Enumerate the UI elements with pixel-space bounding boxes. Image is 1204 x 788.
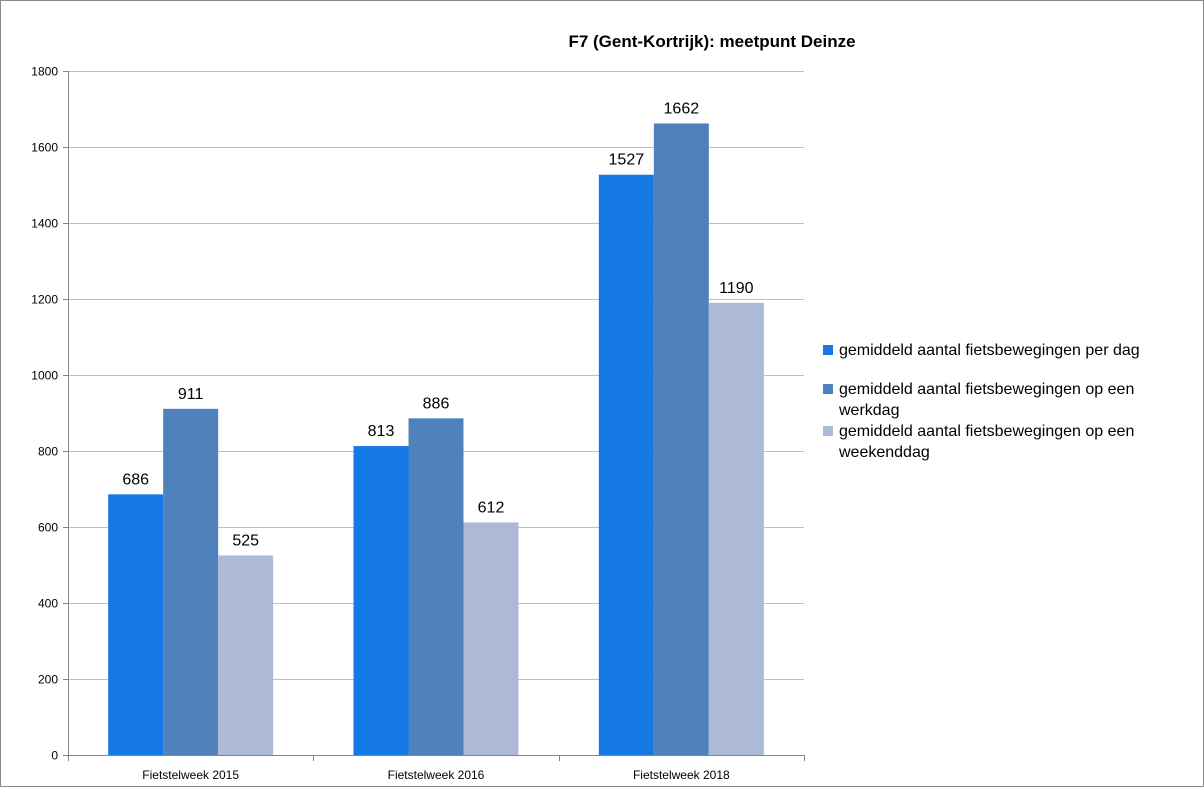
x-tick-label: Fietstelweek 2016 [388, 768, 485, 782]
data-label: 1662 [664, 100, 700, 117]
bar [653, 123, 709, 755]
chart-title: F7 (Gent-Kortrijk): meetpunt Deinze [568, 32, 855, 51]
y-tick-label: 1200 [31, 293, 58, 307]
y-tick-label: 0 [51, 749, 58, 763]
y-tick-label: 1400 [31, 217, 58, 231]
data-label: 813 [368, 423, 395, 440]
bar [353, 446, 409, 755]
data-labels: 686 911 525 813 886 612 1527 1662 1190 [122, 100, 753, 549]
legend-item-per-dag: gemiddeld aantal fietsbewegingen per dag [823, 340, 1193, 361]
x-tick-label: Fietstelweek 2018 [633, 768, 730, 782]
bar [218, 555, 274, 755]
bar [598, 174, 654, 756]
data-label: 612 [478, 499, 505, 516]
y-tick-label: 1600 [31, 141, 58, 155]
y-tick-label: 600 [38, 521, 58, 535]
bars [108, 123, 764, 756]
data-label: 911 [178, 386, 204, 403]
axes: 0 200 400 600 800 1000 1200 1400 1600 1800 Fietste… [31, 65, 805, 782]
data-label: 1190 [719, 280, 754, 297]
legend-swatch-per-dag [823, 345, 833, 355]
data-label: 1527 [609, 152, 645, 169]
bar [408, 418, 464, 755]
y-tick-label: 200 [38, 673, 58, 687]
legend-swatch-weekenddag [823, 426, 833, 436]
legend-label-weekenddag: gemiddeld aantal fietsbewegingen op een … [839, 423, 1135, 461]
data-label: 525 [232, 533, 259, 550]
y-tick-label: 1000 [31, 369, 58, 383]
y-tick-label: 400 [38, 597, 58, 611]
legend-swatch-werkdag [823, 384, 833, 394]
bar [163, 408, 219, 755]
data-label: 686 [122, 471, 149, 488]
bar [463, 522, 519, 755]
bar [708, 302, 764, 755]
y-tick-label: 800 [38, 445, 58, 459]
y-tick-label: 1800 [31, 65, 58, 79]
data-label: 886 [423, 395, 450, 412]
legend-label-per-dag: gemiddeld aantal fietsbewegingen per dag [839, 342, 1140, 359]
legend-item-werkdag: gemiddeld aantal fietsbewegingen op een … [823, 379, 1193, 421]
legend-label-werkdag: gemiddeld aantal fietsbewegingen op een … [839, 381, 1135, 419]
x-tick-label: Fietstelweek 2015 [142, 768, 239, 782]
legend-item-weekenddag: gemiddeld aantal fietsbewegingen op een … [823, 421, 1193, 463]
chart-legend: gemiddeld aantal fietsbewegingen per dag… [823, 340, 1193, 463]
bar [108, 494, 164, 755]
